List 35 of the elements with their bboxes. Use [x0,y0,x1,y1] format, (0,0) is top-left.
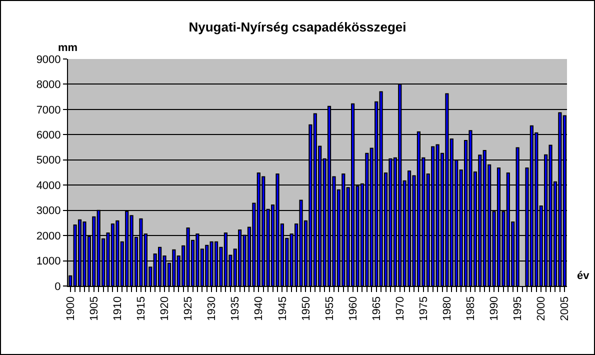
y-tick-label: 9000 [36,54,61,66]
x-tick-label: 1990 [488,296,501,321]
y-tick-label: 4000 [36,180,61,192]
x-tick-label: 1955 [324,296,336,321]
y-tick-label: 0 [54,280,61,293]
x-tick-label: 1910 [112,296,124,321]
x-tick-label: 1925 [182,296,195,321]
x-tick-label: 1970 [394,296,406,321]
x-axis-title: év [577,270,590,282]
y-tick-label: 2000 [36,230,61,242]
x-tick-label: 1960 [347,296,360,321]
x-tick-label: 1900 [64,296,77,321]
x-tick-label: 1940 [253,296,266,321]
x-tick-label: 1915 [136,296,148,321]
x-tick-label: 1930 [206,296,218,321]
y-tick-label: 3000 [36,205,61,218]
y-tick-label: 7000 [36,104,61,116]
x-tick-label: 1935 [230,296,242,321]
x-tick-label: 1975 [418,296,430,321]
chart-title: Nyugati-Nyírség csapadékösszegei [188,19,406,34]
x-tick-label: 1980 [442,296,454,321]
y-tick-label: 1000 [36,256,61,268]
x-tick-label: 2005 [559,296,572,321]
x-tick-label: 1950 [300,296,312,321]
x-tick-label: 1920 [159,296,172,321]
x-tick-label: 1945 [276,296,289,321]
x-tick-label: 1965 [370,296,383,321]
x-tick-label: 2000 [536,296,548,321]
x-tick-label: 1995 [512,296,524,321]
y-axis-title: mm [58,42,78,54]
y-tick-label: 6000 [36,130,61,142]
x-tick-label: 1905 [88,296,100,321]
x-tick-label: 1985 [465,296,478,321]
y-tick-label: 5000 [36,154,61,167]
y-tick-label: 8000 [36,79,61,92]
